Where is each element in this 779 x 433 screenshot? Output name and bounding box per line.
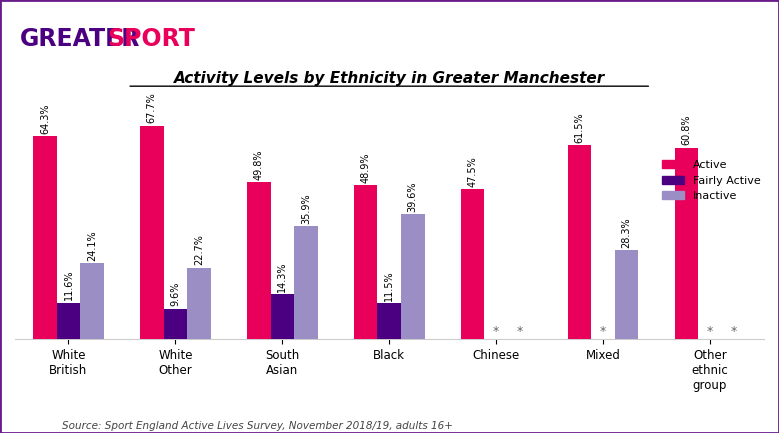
Bar	[378, 303, 401, 339]
Legend: Active, Fairly Active, Inactive: Active, Fairly Active, Inactive	[657, 155, 766, 206]
Text: GREATER: GREATER	[19, 27, 140, 51]
Bar	[675, 148, 698, 339]
Text: SPORT: SPORT	[108, 27, 196, 51]
Text: 9.6%: 9.6%	[171, 282, 181, 307]
Bar	[461, 190, 485, 339]
Text: *: *	[516, 325, 523, 338]
Bar	[568, 145, 591, 339]
Text: *: *	[731, 325, 737, 338]
Bar	[354, 185, 378, 339]
Text: 67.7%: 67.7%	[147, 93, 157, 123]
Text: 11.5%: 11.5%	[384, 270, 394, 301]
Text: 61.5%: 61.5%	[575, 112, 584, 143]
Text: 39.6%: 39.6%	[407, 181, 418, 212]
Bar	[57, 303, 80, 339]
Text: 48.9%: 48.9%	[361, 152, 371, 183]
Text: 24.1%: 24.1%	[87, 230, 97, 261]
Text: *: *	[493, 325, 499, 338]
Text: 14.3%: 14.3%	[277, 261, 287, 292]
Bar	[270, 294, 294, 339]
Text: 22.7%: 22.7%	[194, 234, 204, 265]
Text: 64.3%: 64.3%	[40, 103, 50, 134]
Text: 60.8%: 60.8%	[682, 114, 692, 145]
Bar	[401, 214, 425, 339]
Text: *: *	[707, 325, 714, 338]
Bar	[33, 136, 57, 339]
Text: 47.5%: 47.5%	[467, 156, 478, 187]
Bar	[187, 268, 210, 339]
Text: 28.3%: 28.3%	[622, 217, 632, 248]
Bar	[80, 263, 104, 339]
Bar	[140, 126, 164, 339]
Text: 11.6%: 11.6%	[63, 270, 73, 300]
Text: 49.8%: 49.8%	[254, 149, 264, 180]
Text: *: *	[600, 325, 606, 338]
Title: Activity Levels by Ethnicity in Greater Manchester: Activity Levels by Ethnicity in Greater …	[174, 71, 605, 86]
Bar	[615, 250, 639, 339]
Bar	[164, 309, 187, 339]
Text: 35.9%: 35.9%	[301, 193, 311, 223]
Text: Source: Sport England Active Lives Survey, November 2018/19, adults 16+: Source: Sport England Active Lives Surve…	[62, 421, 453, 431]
Bar	[247, 182, 270, 339]
Bar	[294, 226, 318, 339]
